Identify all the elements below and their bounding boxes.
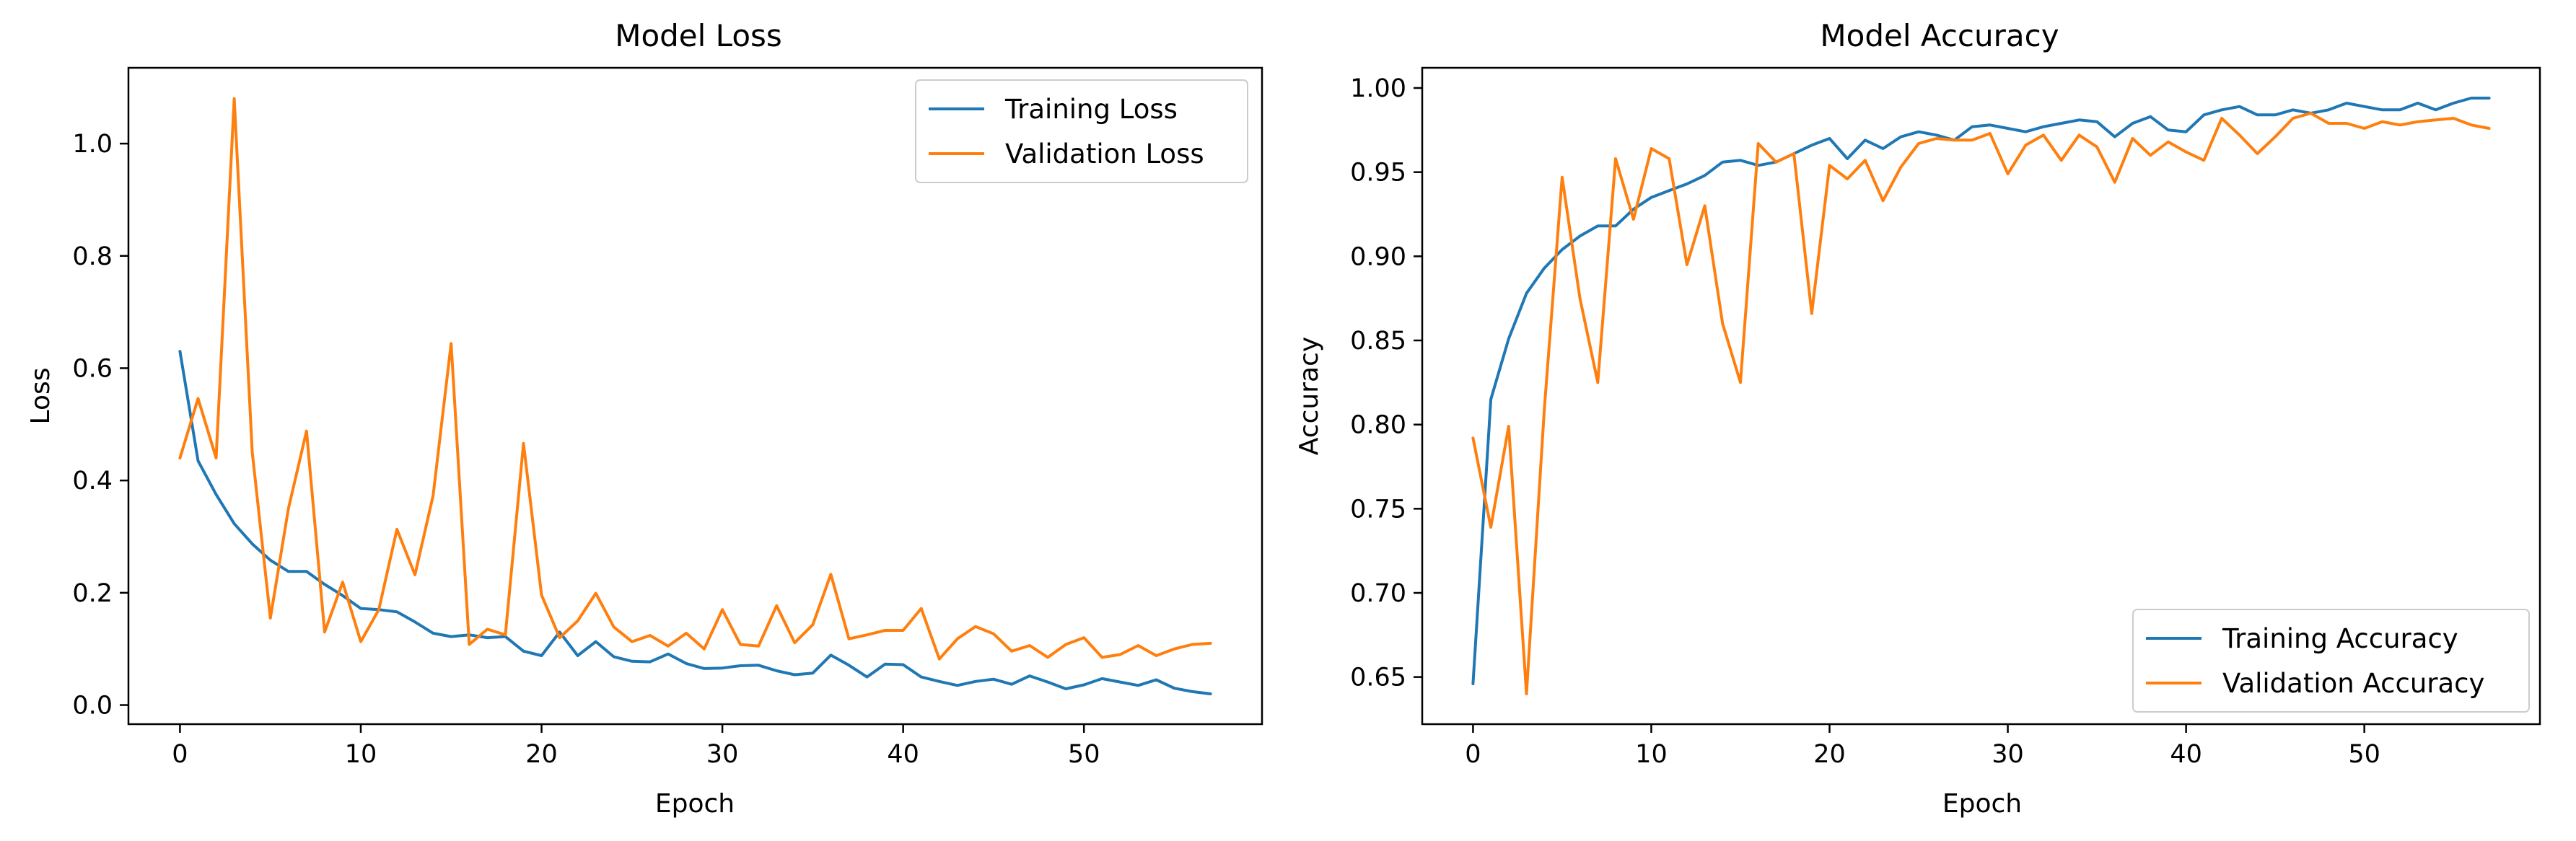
loss-x-tick-label: 40	[887, 740, 919, 769]
loss-y-tick-label: 0.8	[72, 242, 113, 271]
accuracy-x-tick-label: 0	[1465, 740, 1481, 769]
accuracy-plot-frame	[1421, 66, 2541, 726]
loss-legend: Training Loss Validation Loss	[915, 79, 1248, 183]
loss-plot-lines	[178, 97, 1212, 695]
loss-x-tick-label: 0	[172, 740, 188, 769]
loss-x-tick-label: 30	[706, 740, 739, 769]
loss-x-ticks: 0 10 20 30 40 50	[172, 724, 1100, 769]
loss-x-axis-label: Epoch	[655, 789, 735, 819]
accuracy-legend-label: Training Accuracy	[2222, 623, 2458, 654]
loss-chart-title: Model Loss	[615, 18, 782, 53]
accuracy-x-tick-label: 30	[1992, 740, 2024, 769]
loss-x-tick-label: 10	[345, 740, 377, 769]
loss-x-tick-label: 50	[1068, 740, 1100, 769]
accuracy-y-tick-label: 1.00	[1350, 74, 1406, 103]
accuracy-y-ticks: 0.65 0.70 0.75 0.80 0.85 0.90 0.95 1.00	[1350, 74, 1422, 692]
accuracy-y-tick-label: 0.65	[1350, 664, 1406, 692]
loss-y-tick-label: 0.6	[72, 354, 113, 383]
loss-y-axis-label: Loss	[26, 368, 56, 425]
loss-plot-frame	[127, 66, 1263, 726]
accuracy-series-line-validation	[1471, 112, 2491, 695]
loss-legend-label: Training Loss	[1004, 94, 1178, 125]
accuracy-chart: Model Accuracy 0 10 20 30 40 50 0.650.700.750…	[1294, 18, 2541, 819]
accuracy-plot-lines	[1471, 97, 2491, 695]
accuracy-y-tick-label: 0.75	[1350, 495, 1406, 524]
loss-legend-box	[915, 79, 1248, 183]
loss-legend-label: Validation Loss	[1005, 138, 1204, 169]
loss-series-line-validation	[178, 97, 1212, 661]
loss-y-tick-label: 0.2	[72, 579, 113, 608]
accuracy-x-tick-label: 50	[2348, 740, 2380, 769]
accuracy-x-tick-label: 20	[1813, 740, 1846, 769]
accuracy-y-tick-label: 0.70	[1350, 579, 1406, 608]
accuracy-y-axis-label: Accuracy	[1294, 337, 1324, 455]
accuracy-x-axis-label: Epoch	[1942, 789, 2022, 819]
loss-y-tick-label: 0.4	[72, 467, 113, 496]
accuracy-x-ticks: 0 10 20 30 40 50	[1465, 724, 2380, 769]
accuracy-y-tick-label: 0.90	[1350, 242, 1406, 271]
loss-y-tick-label: 0.0	[72, 692, 113, 721]
accuracy-legend-box	[2132, 609, 2530, 713]
accuracy-y-tick-label: 0.85	[1350, 327, 1406, 356]
accuracy-x-tick-label: 10	[1635, 740, 1668, 769]
accuracy-series-line-training	[1471, 97, 2491, 685]
accuracy-chart-title: Model Accuracy	[1820, 18, 2059, 53]
loss-chart: Model Loss 0 10 20 30 40 50 0.0 0.2 0.4 0.6 0.8 1.…	[26, 18, 1263, 819]
loss-y-tick-label: 1.0	[72, 130, 113, 159]
loss-y-ticks: 0.0 0.2 0.4 0.6 0.8 1.0	[72, 130, 128, 721]
loss-series-line-training	[178, 350, 1212, 695]
accuracy-legend-label: Validation Accuracy	[2222, 668, 2484, 699]
loss-x-tick-label: 20	[525, 740, 558, 769]
accuracy-legend: Training Accuracy Validation Accuracy	[2132, 609, 2530, 713]
accuracy-y-tick-label: 0.80	[1350, 411, 1406, 440]
accuracy-y-tick-label: 0.95	[1350, 159, 1406, 188]
accuracy-x-tick-label: 40	[2170, 740, 2202, 769]
